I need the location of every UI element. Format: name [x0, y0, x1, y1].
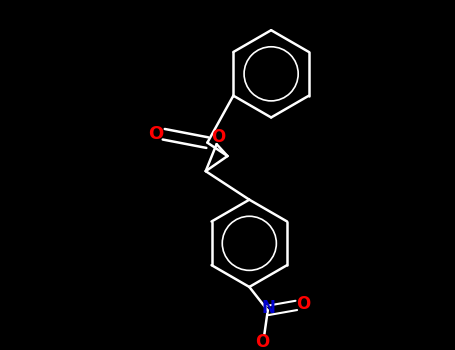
Text: N: N: [262, 299, 276, 317]
Text: O: O: [211, 128, 225, 146]
Text: O: O: [256, 333, 270, 350]
Text: O: O: [297, 295, 311, 313]
Text: O: O: [148, 125, 163, 143]
